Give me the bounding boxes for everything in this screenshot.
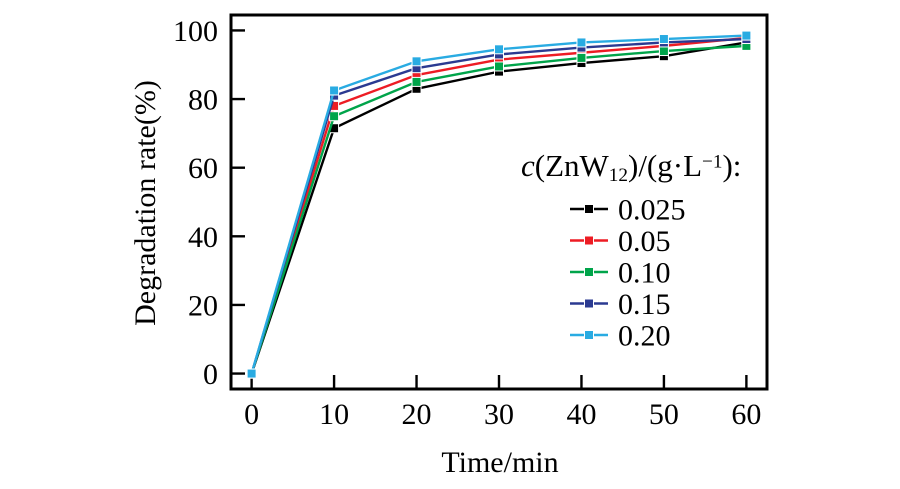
series-marker-0.10 [411,76,422,87]
legend-item-0.10: 0.10 [570,257,671,290]
legend-title-variable: c [521,148,535,183]
series-marker-0.10 [576,52,587,63]
series-marker-0.20 [329,85,340,96]
series-marker-0.20 [658,34,669,45]
series-marker-0.10 [658,46,669,57]
legend-label-0.05: 0.05 [618,225,671,258]
y-tick-label: 40 [188,221,218,254]
y-axis-title: Degradation rate(%) [129,80,162,326]
axis-ticks-group: 0 20 40 60 80 100 0 10 20 30 40 50 60 [173,15,761,431]
x-tick-label: 20 [402,398,432,431]
legend-title-close: ): [722,148,742,183]
legend-marker-0.025 [584,204,594,214]
legend-item-0.20: 0.20 [570,320,671,353]
x-tick-label: 40 [566,398,596,431]
legend-item-0.05: 0.05 [570,225,671,258]
x-tick-label: 30 [484,398,514,431]
legend-title-superscript: −1 [702,151,723,173]
series-marker-0.20 [411,56,422,67]
legend-label-0.10: 0.10 [618,257,671,290]
legend-marker-0.10 [584,267,594,277]
y-tick-label: 80 [188,84,218,117]
series-marker-0.10 [494,61,504,72]
legend-title-subscript: 12 [608,164,628,186]
series-group [246,30,752,379]
y-tick-label: 60 [188,152,218,185]
legend-title-mid: )/(g·L [628,148,703,183]
series-marker-0.20 [494,44,504,55]
series-marker-0.20 [246,368,257,379]
legend-title: c(ZnW12)/(g·L−1): [521,148,742,186]
legend-item-0.025: 0.025 [570,194,686,227]
legend-marker-0.15 [584,298,594,309]
x-axis-title: Time/min [441,446,559,479]
series-marker-0.20 [576,37,587,48]
series-marker-0.10 [329,111,340,122]
series-marker-0.20 [741,30,752,41]
x-tick-label: 10 [319,398,349,431]
legend-marker-0.20 [584,330,594,340]
legend-label-0.20: 0.20 [618,320,671,353]
y-tick-label: 100 [173,15,218,48]
legend-label-0.025: 0.025 [618,194,686,227]
x-tick-label: 50 [649,398,679,431]
legend-marker-0.05 [584,235,594,246]
legend-title-open: (ZnW [534,148,609,183]
y-tick-label: 20 [188,289,218,322]
x-tick-label: 60 [731,398,761,431]
legend-label-0.15: 0.15 [618,288,671,321]
x-tick-label: 0 [244,398,259,431]
y-tick-label: 0 [203,358,218,391]
legend-item-0.15: 0.15 [570,288,671,321]
